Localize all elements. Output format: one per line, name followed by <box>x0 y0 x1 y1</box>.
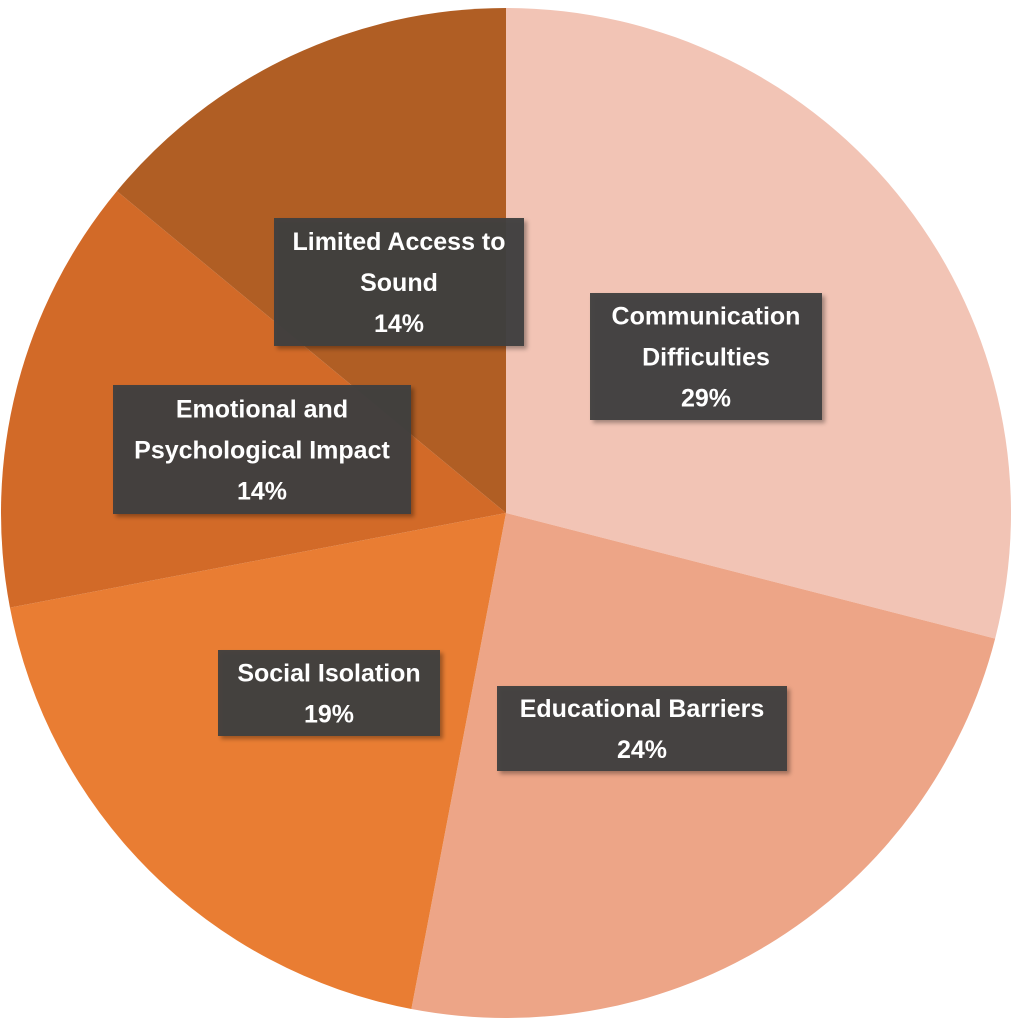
data-label-category: Psychological Impact <box>134 437 390 465</box>
data-label-social-isolation: Social Isolation 19% <box>218 650 440 736</box>
data-label-category: Sound <box>360 269 438 297</box>
data-label-box <box>497 686 787 771</box>
data-label-box <box>218 650 440 736</box>
data-label-limited-access-to-sound: Limited Access to Sound 14% <box>274 218 524 346</box>
data-label-value: 14% <box>237 478 287 506</box>
data-label-emotional-and-psychological-impact: Emotional and Psychological Impact 14% <box>113 385 411 514</box>
data-label-category: Educational Barriers <box>520 695 765 723</box>
data-label-value: 19% <box>304 701 354 729</box>
pie-slice-social-isolation <box>9 513 506 1010</box>
data-label-value: 24% <box>617 736 667 764</box>
data-label-value: 29% <box>681 385 731 413</box>
data-label-category: Communication <box>612 303 801 331</box>
data-label-category: Limited Access to <box>292 228 505 256</box>
data-label-category: Difficulties <box>642 344 770 372</box>
data-label-box <box>113 385 411 514</box>
data-label-box <box>590 293 822 420</box>
data-label-communication-difficulties: Communication Difficulties 29% <box>590 293 822 420</box>
data-label-value: 14% <box>374 310 424 338</box>
pie-data-labels: Communication Difficulties 29% Educational … <box>113 218 822 771</box>
data-label-category: Social Isolation <box>237 660 420 688</box>
data-label-category: Emotional and <box>176 396 348 424</box>
data-label-box <box>274 218 524 346</box>
data-label-educational-barriers: Educational Barriers 24% <box>497 686 787 771</box>
